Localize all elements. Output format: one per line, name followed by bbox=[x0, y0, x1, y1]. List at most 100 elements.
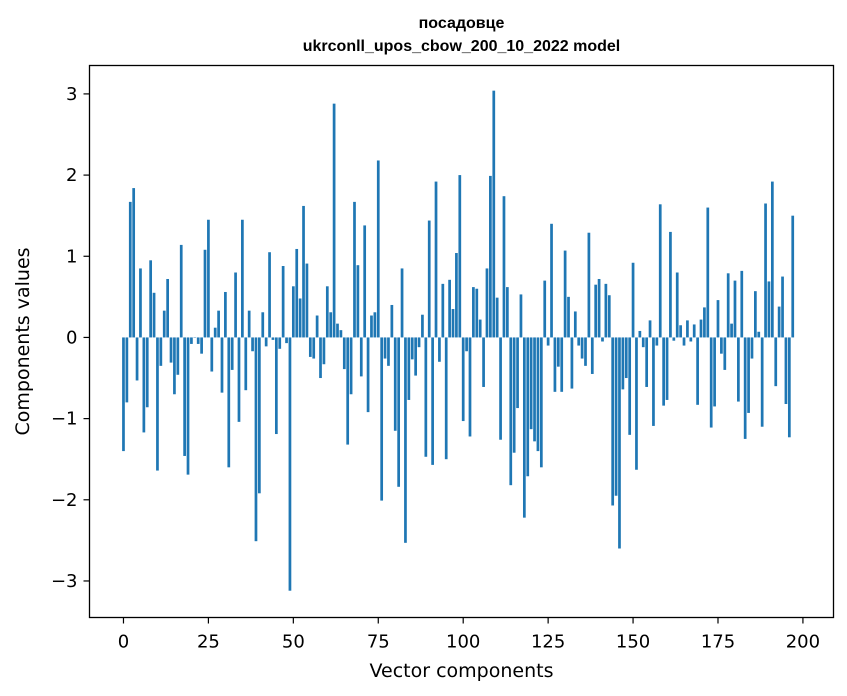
bar bbox=[495, 297, 499, 338]
bar bbox=[271, 337, 275, 340]
bar bbox=[475, 288, 479, 338]
bar bbox=[183, 337, 186, 456]
bar bbox=[645, 337, 649, 387]
bar bbox=[489, 175, 492, 338]
bar bbox=[662, 337, 665, 406]
bar bbox=[342, 337, 346, 370]
bar bbox=[142, 337, 146, 433]
bar bbox=[295, 248, 299, 338]
bar bbox=[468, 337, 472, 437]
x-tick-label: 100 bbox=[446, 632, 480, 653]
x-tick-label: 25 bbox=[197, 632, 220, 653]
y-tick-label: −2 bbox=[51, 490, 78, 511]
bar bbox=[621, 337, 625, 390]
bar bbox=[485, 268, 489, 338]
bar bbox=[251, 337, 254, 352]
bar bbox=[213, 327, 217, 338]
bar bbox=[145, 337, 149, 408]
bar bbox=[135, 337, 139, 381]
bar bbox=[424, 337, 428, 457]
bar bbox=[448, 279, 451, 338]
bar bbox=[234, 272, 237, 338]
bar bbox=[672, 337, 676, 341]
bar bbox=[781, 276, 784, 338]
bar bbox=[635, 337, 638, 470]
bar bbox=[628, 337, 632, 435]
x-tick-label: 125 bbox=[531, 632, 565, 653]
bar bbox=[638, 330, 642, 338]
y-axis-label: Components values bbox=[12, 247, 34, 435]
bar bbox=[227, 337, 231, 468]
bar bbox=[584, 337, 587, 366]
y-tick-label: 1 bbox=[66, 246, 77, 267]
bar bbox=[624, 337, 628, 379]
bar bbox=[539, 337, 543, 468]
bar bbox=[373, 312, 377, 338]
bar bbox=[577, 337, 581, 346]
bar bbox=[281, 266, 285, 338]
bar bbox=[397, 337, 401, 487]
bar bbox=[553, 337, 557, 392]
bar bbox=[431, 337, 434, 465]
bar bbox=[319, 337, 322, 379]
bar bbox=[404, 337, 407, 543]
bar bbox=[730, 323, 733, 338]
bar bbox=[516, 337, 519, 409]
bar bbox=[567, 296, 570, 338]
y-tick-label: −3 bbox=[51, 571, 78, 592]
bar bbox=[767, 281, 771, 338]
bar bbox=[686, 320, 689, 338]
bar bbox=[536, 337, 540, 452]
bar bbox=[757, 331, 761, 338]
x-tick-label: 200 bbox=[786, 632, 820, 653]
bar bbox=[203, 249, 207, 338]
bar bbox=[322, 337, 326, 365]
bar bbox=[550, 223, 553, 338]
bar bbox=[417, 337, 421, 348]
bar bbox=[631, 262, 635, 338]
bar bbox=[529, 337, 533, 430]
bar bbox=[669, 231, 672, 338]
bar bbox=[740, 270, 744, 338]
bar bbox=[125, 337, 129, 403]
x-tick-label: 150 bbox=[616, 632, 650, 653]
bar bbox=[461, 337, 465, 422]
plot-frame bbox=[88, 64, 835, 619]
bar bbox=[128, 201, 132, 338]
bar bbox=[298, 298, 302, 338]
bar bbox=[543, 280, 547, 338]
bar bbox=[390, 304, 394, 338]
bar bbox=[590, 337, 594, 374]
bar bbox=[363, 225, 367, 338]
bar bbox=[162, 310, 166, 338]
y-axis-ticks: −3 −2 −1 0 1 2 3 bbox=[51, 84, 90, 592]
x-tick-label: 0 bbox=[118, 632, 129, 653]
chart-title: посадовце bbox=[419, 15, 505, 32]
bar bbox=[139, 268, 142, 338]
bar bbox=[573, 311, 577, 338]
bar bbox=[421, 314, 424, 338]
bar bbox=[325, 286, 329, 338]
bar bbox=[169, 337, 173, 363]
bar bbox=[601, 337, 604, 342]
bar bbox=[587, 232, 591, 338]
bar bbox=[393, 337, 397, 431]
bar bbox=[230, 337, 234, 370]
bar bbox=[336, 323, 339, 338]
bar bbox=[302, 205, 305, 338]
bar bbox=[254, 337, 258, 542]
bar bbox=[427, 220, 431, 338]
bar bbox=[220, 337, 224, 393]
bar bbox=[706, 207, 710, 338]
bar bbox=[689, 337, 693, 342]
bar bbox=[563, 250, 567, 338]
bar bbox=[349, 337, 353, 395]
bar bbox=[291, 286, 295, 338]
bar bbox=[723, 337, 727, 370]
bar bbox=[784, 337, 788, 404]
bar bbox=[173, 337, 176, 395]
bar bbox=[329, 312, 333, 338]
bar bbox=[526, 337, 530, 477]
bar bbox=[458, 175, 462, 338]
bar bbox=[478, 319, 482, 338]
